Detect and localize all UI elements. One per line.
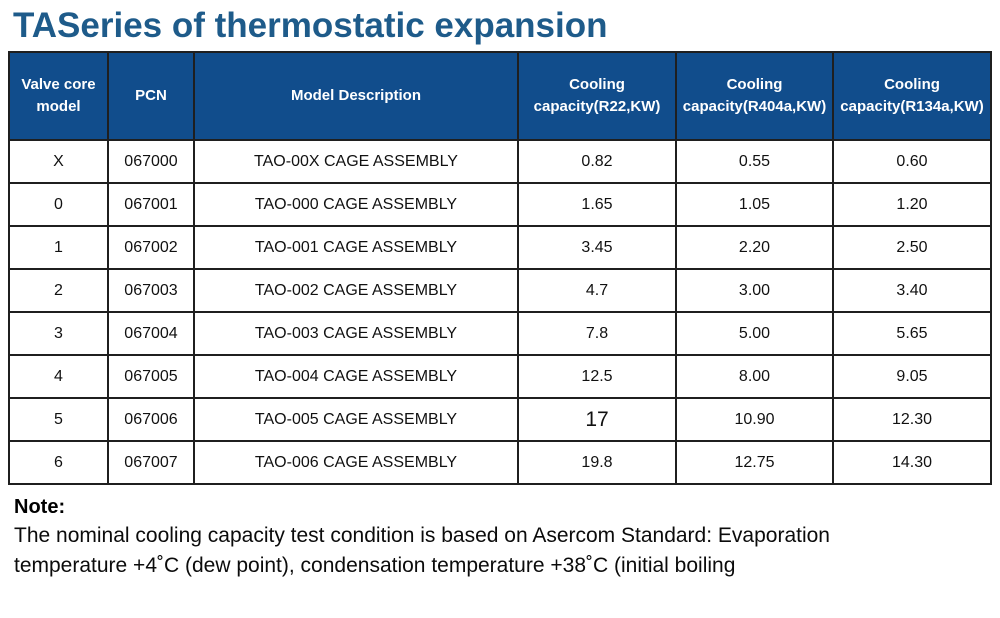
- table-header-row: Valve core model PCN Model Description Cool…: [8, 51, 992, 141]
- table-cell: 0.55: [675, 139, 834, 184]
- table-cell: 067005: [107, 354, 195, 399]
- table-row: 1 067002 TAO-001 CAGE ASSEMBLY 3.45 2.20 2.50: [8, 225, 992, 270]
- table-cell: 4: [8, 354, 109, 399]
- table-cell: 067004: [107, 311, 195, 356]
- page-title: TASeries of thermostatic expansion: [13, 6, 608, 45]
- table-cell: 3: [8, 311, 109, 356]
- column-header-5: Cooling capacity(R134a,KW): [832, 51, 992, 141]
- table-row: X 067000 TAO-00X CAGE ASSEMBLY 0.82 0.55 0.60: [8, 139, 992, 184]
- note-section: Note: The nominal cooling capacity test …: [14, 493, 1000, 581]
- table-cell: TAO-003 CAGE ASSEMBLY: [193, 311, 519, 356]
- table-cell: 9.05: [832, 354, 992, 399]
- table-cell: 3.45: [517, 225, 677, 270]
- table-cell: 0.82: [517, 139, 677, 184]
- table-cell: 10.90: [675, 397, 834, 442]
- table-cell: TAO-006 CAGE ASSEMBLY: [193, 440, 519, 485]
- table-cell: 1: [8, 225, 109, 270]
- table-cell: 1.20: [832, 182, 992, 227]
- table-cell: 7.8: [517, 311, 677, 356]
- table-cell: 5: [8, 397, 109, 442]
- table-row: 2 067003 TAO-002 CAGE ASSEMBLY 4.7 3.00 3.40: [8, 268, 992, 313]
- table-cell: 6: [8, 440, 109, 485]
- column-header-0: Valve core model: [8, 51, 109, 141]
- table-cell: 19.8: [517, 440, 677, 485]
- table-cell: 067006: [107, 397, 195, 442]
- table-row: 6 067007 TAO-006 CAGE ASSEMBLY 19.8 12.75 14.…: [8, 440, 992, 485]
- table-cell: 0.60: [832, 139, 992, 184]
- table-body: X 067000 TAO-00X CAGE ASSEMBLY 0.82 0.55 0.60…: [8, 139, 992, 485]
- column-header-2: Model Description: [193, 51, 519, 141]
- table-cell: 067000: [107, 139, 195, 184]
- table-cell: 2: [8, 268, 109, 313]
- table-cell: 067003: [107, 268, 195, 313]
- table-cell: TAO-001 CAGE ASSEMBLY: [193, 225, 519, 270]
- table-cell: 1.65: [517, 182, 677, 227]
- table-cell: 0: [8, 182, 109, 227]
- table-cell: 5.00: [675, 311, 834, 356]
- table-cell: 14.30: [832, 440, 992, 485]
- table-header: Valve core model PCN Model Description Cool…: [8, 51, 992, 141]
- note-text-line-2: temperature +4˚C (dew point), condensati…: [14, 554, 736, 577]
- column-header-3: Cooling capacity(R22,KW): [517, 51, 677, 141]
- table-row: 0 067001 TAO-000 CAGE ASSEMBLY 1.65 1.05 1.20: [8, 182, 992, 227]
- table-cell: TAO-000 CAGE ASSEMBLY: [193, 182, 519, 227]
- note-text-line-1: The nominal cooling capacity test condit…: [14, 524, 830, 547]
- table-cell: TAO-002 CAGE ASSEMBLY: [193, 268, 519, 313]
- table-cell: 17: [517, 397, 677, 442]
- table-cell: 12.5: [517, 354, 677, 399]
- table-cell: 067002: [107, 225, 195, 270]
- table-row: 5 067006 TAO-005 CAGE ASSEMBLY 17 10.90 12.30: [8, 397, 992, 442]
- table-cell: 12.30: [832, 397, 992, 442]
- table-row: 3 067004 TAO-003 CAGE ASSEMBLY 7.8 5.00 5.65: [8, 311, 992, 356]
- table-cell: TAO-00X CAGE ASSEMBLY: [193, 139, 519, 184]
- table-cell: TAO-004 CAGE ASSEMBLY: [193, 354, 519, 399]
- table-row: 4 067005 TAO-004 CAGE ASSEMBLY 12.5 8.00 9.05: [8, 354, 992, 399]
- table-cell: 2.20: [675, 225, 834, 270]
- table-cell: 5.65: [832, 311, 992, 356]
- column-header-4: Cooling capacity(R404a,KW): [675, 51, 834, 141]
- table-cell: 1.05: [675, 182, 834, 227]
- table-cell: 3.40: [832, 268, 992, 313]
- table-cell: 067007: [107, 440, 195, 485]
- table-cell: 4.7: [517, 268, 677, 313]
- table-cell: 12.75: [675, 440, 834, 485]
- column-header-1: PCN: [107, 51, 195, 141]
- table-cell: 067001: [107, 182, 195, 227]
- note-heading: Note:: [14, 496, 66, 518]
- table-cell: 2.50: [832, 225, 992, 270]
- valve-spec-table: Valve core model PCN Model Description Cool…: [8, 51, 992, 485]
- table-cell: 3.00: [675, 268, 834, 313]
- table-cell: X: [8, 139, 109, 184]
- table-cell: 8.00: [675, 354, 834, 399]
- table-cell: TAO-005 CAGE ASSEMBLY: [193, 397, 519, 442]
